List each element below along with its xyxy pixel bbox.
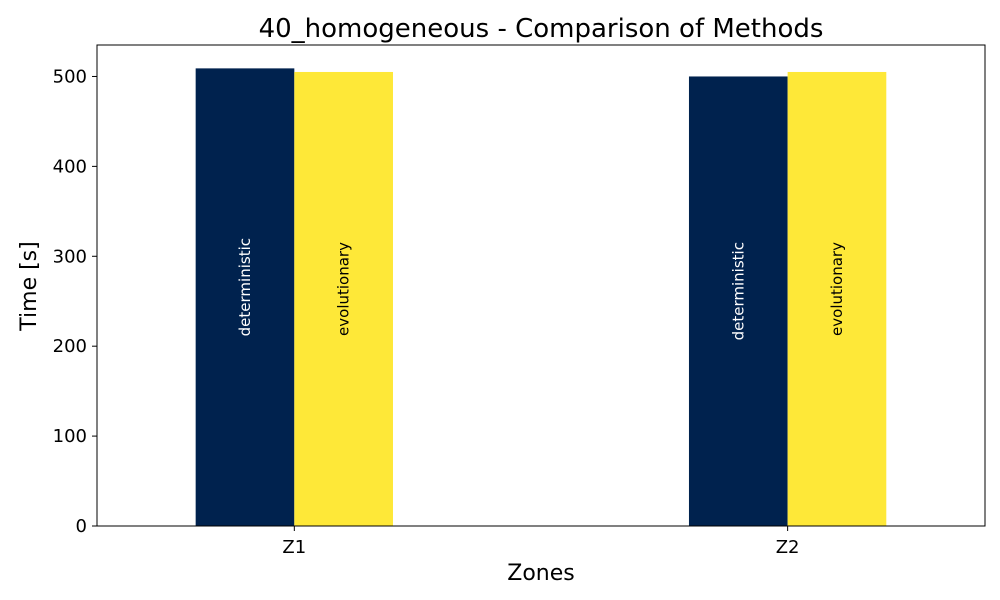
x-tick-label-Z1: Z1 — [282, 537, 306, 558]
x-axis-label: Zones — [507, 561, 574, 586]
bar-label-deterministic-Z2: deterministic — [729, 242, 747, 340]
y-tick-label: 500 — [53, 66, 87, 87]
y-tick-label: 0 — [76, 516, 87, 537]
bar-deterministic-Z2 — [688, 76, 788, 527]
bar-label-evolutionary-Z1: evolutionary — [335, 242, 353, 336]
bars-group — [195, 68, 887, 527]
bar-label-evolutionary-Z2: evolutionary — [828, 242, 846, 336]
chart-title: 40_homogeneous - Comparison of Methods — [259, 14, 824, 44]
bar-label-deterministic-Z1: deterministic — [236, 238, 254, 336]
bar-evolutionary-Z2 — [787, 71, 887, 527]
bar-labels-group: deterministic deterministic evolutionary ev… — [236, 238, 846, 340]
bar-deterministic-Z1 — [195, 68, 295, 526]
plot-frame — [96, 44, 986, 527]
y-tick-label: 200 — [53, 336, 87, 357]
y-tick-label: 300 — [53, 246, 87, 267]
y-tick-label: 400 — [53, 156, 87, 177]
y-axis-label: Time [s] — [17, 241, 42, 331]
y-axis: 0 100 200 300 400 500 — [53, 66, 97, 537]
x-axis: Z1 Z2 — [282, 526, 800, 558]
x-tick-label-Z2: Z2 — [776, 537, 800, 558]
y-tick-label: 100 — [53, 426, 87, 447]
bar-evolutionary-Z1 — [294, 71, 393, 527]
